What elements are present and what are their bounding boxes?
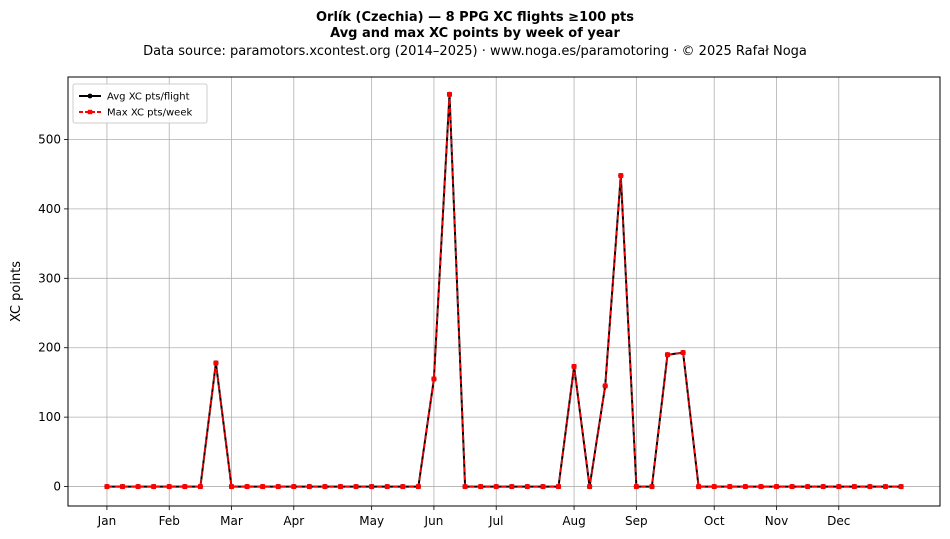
data-point (587, 484, 593, 489)
data-point (431, 376, 437, 382)
y-tick-label: 500 (38, 132, 61, 146)
x-tick-label: Oct (704, 514, 725, 528)
y-tick-label: 300 (38, 271, 61, 285)
series-1 (104, 91, 904, 490)
x-tick-label: Dec (827, 514, 850, 528)
x-tick-label: Jul (488, 514, 503, 528)
data-point (602, 383, 608, 389)
legend-label: Avg XC pts/flight (107, 92, 190, 103)
data-point (883, 484, 888, 489)
x-tick-label: Mar (220, 514, 243, 528)
data-point (805, 484, 811, 489)
legend-marker (87, 93, 93, 99)
x-tick-label: Jun (424, 514, 444, 528)
data-point (213, 360, 219, 366)
series-2 (104, 91, 904, 489)
x-tick-label: Feb (159, 514, 180, 528)
data-point (727, 484, 733, 489)
data-point (556, 484, 561, 489)
data-point (789, 484, 795, 489)
x-tick-label: Jan (97, 514, 117, 528)
data-point (182, 484, 188, 489)
data-point (447, 91, 452, 97)
y-tick-label: 0 (53, 480, 61, 494)
data-point (151, 484, 157, 489)
data-point (229, 484, 234, 489)
data-point (820, 484, 826, 489)
data-point (462, 484, 468, 489)
data-point (509, 484, 515, 489)
data-point (104, 484, 110, 489)
data-point (665, 352, 670, 358)
data-point (120, 484, 125, 489)
data-point (540, 484, 546, 489)
data-point (400, 484, 406, 489)
data-point (197, 484, 203, 489)
data-point (696, 484, 702, 489)
plot-frame (67, 76, 941, 507)
grid (68, 77, 940, 506)
data-point (166, 484, 172, 489)
data-point (275, 484, 281, 489)
data-point (415, 484, 421, 489)
data-point (369, 484, 375, 489)
data-point (742, 484, 748, 489)
data-point (649, 484, 655, 489)
chart-subtitle: Data source: paramotors.xcontest.org (20… (143, 44, 807, 59)
series-line (106, 93, 902, 488)
data-point (867, 484, 873, 489)
data-point (493, 484, 499, 489)
legend: Avg XC pts/flight Max XC pts/week (72, 83, 208, 124)
x-tick-label: Apr (283, 514, 304, 528)
data-point (711, 484, 717, 489)
x-tick-label: Aug (562, 514, 585, 528)
data-point (338, 484, 343, 489)
data-point (353, 484, 359, 489)
data-point (680, 350, 686, 355)
data-point (774, 484, 779, 489)
y-tick-label: 400 (38, 202, 61, 216)
data-point (618, 173, 624, 178)
data-point (758, 484, 764, 489)
data-point (322, 484, 328, 489)
x-tick-label: May (359, 514, 384, 528)
x-tick-label: Nov (765, 514, 788, 528)
legend-marker (87, 109, 93, 115)
data-point (135, 484, 141, 489)
data-point (291, 484, 297, 489)
data-point (898, 484, 904, 489)
y-tick-label: 100 (38, 410, 61, 424)
data-point (524, 484, 530, 489)
x-axis: Jan Feb Mar Apr May Jun Jul Aug Sep Oct Nov Dec (97, 506, 850, 528)
x-tick-label: Sep (625, 514, 648, 528)
chart-title-line1: Orlík (Czechia) — 8 PPG XC flights ≥100 … (316, 10, 634, 25)
data-point (244, 484, 250, 489)
y-tick-label: 200 (38, 341, 61, 355)
data-point (836, 484, 842, 489)
y-axis: 0 100 200 300 400 500 (38, 132, 68, 494)
data-point (384, 484, 390, 489)
data-point (306, 484, 312, 489)
series-line (106, 93, 902, 488)
data-point (571, 364, 577, 369)
data-point (478, 484, 484, 489)
legend-box (72, 83, 208, 124)
data-point (260, 484, 266, 489)
data-point (633, 484, 639, 489)
legend-label: Max XC pts/week (107, 108, 192, 119)
series-layer (104, 91, 904, 490)
chart-title-line2: Avg and max XC points by week of year (330, 26, 620, 41)
y-axis-label: XC points (9, 261, 24, 322)
data-point (851, 484, 857, 489)
